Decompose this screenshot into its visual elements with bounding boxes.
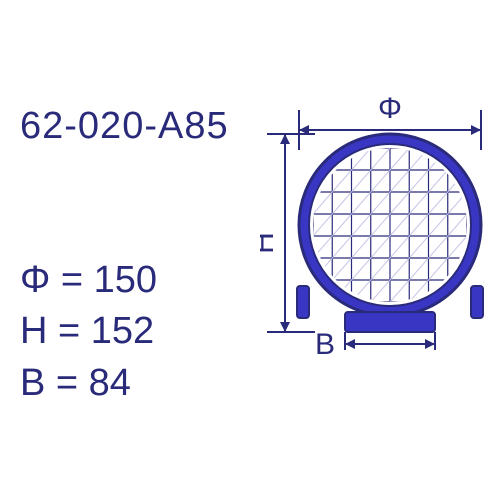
svg-text:H: H [260, 232, 280, 254]
dimensions-block: Φ = 150 H = 152 B = 84 [20, 255, 157, 409]
dim-h: H = 152 [20, 306, 157, 357]
svg-text:B: B [315, 328, 335, 361]
dim-phi: Φ = 150 [20, 255, 157, 306]
technical-diagram: Φ H B [260, 50, 490, 370]
dim-b: B = 84 [20, 358, 157, 409]
part-number: 62-020-A85 [20, 105, 229, 148]
svg-text:Φ: Φ [378, 92, 402, 125]
